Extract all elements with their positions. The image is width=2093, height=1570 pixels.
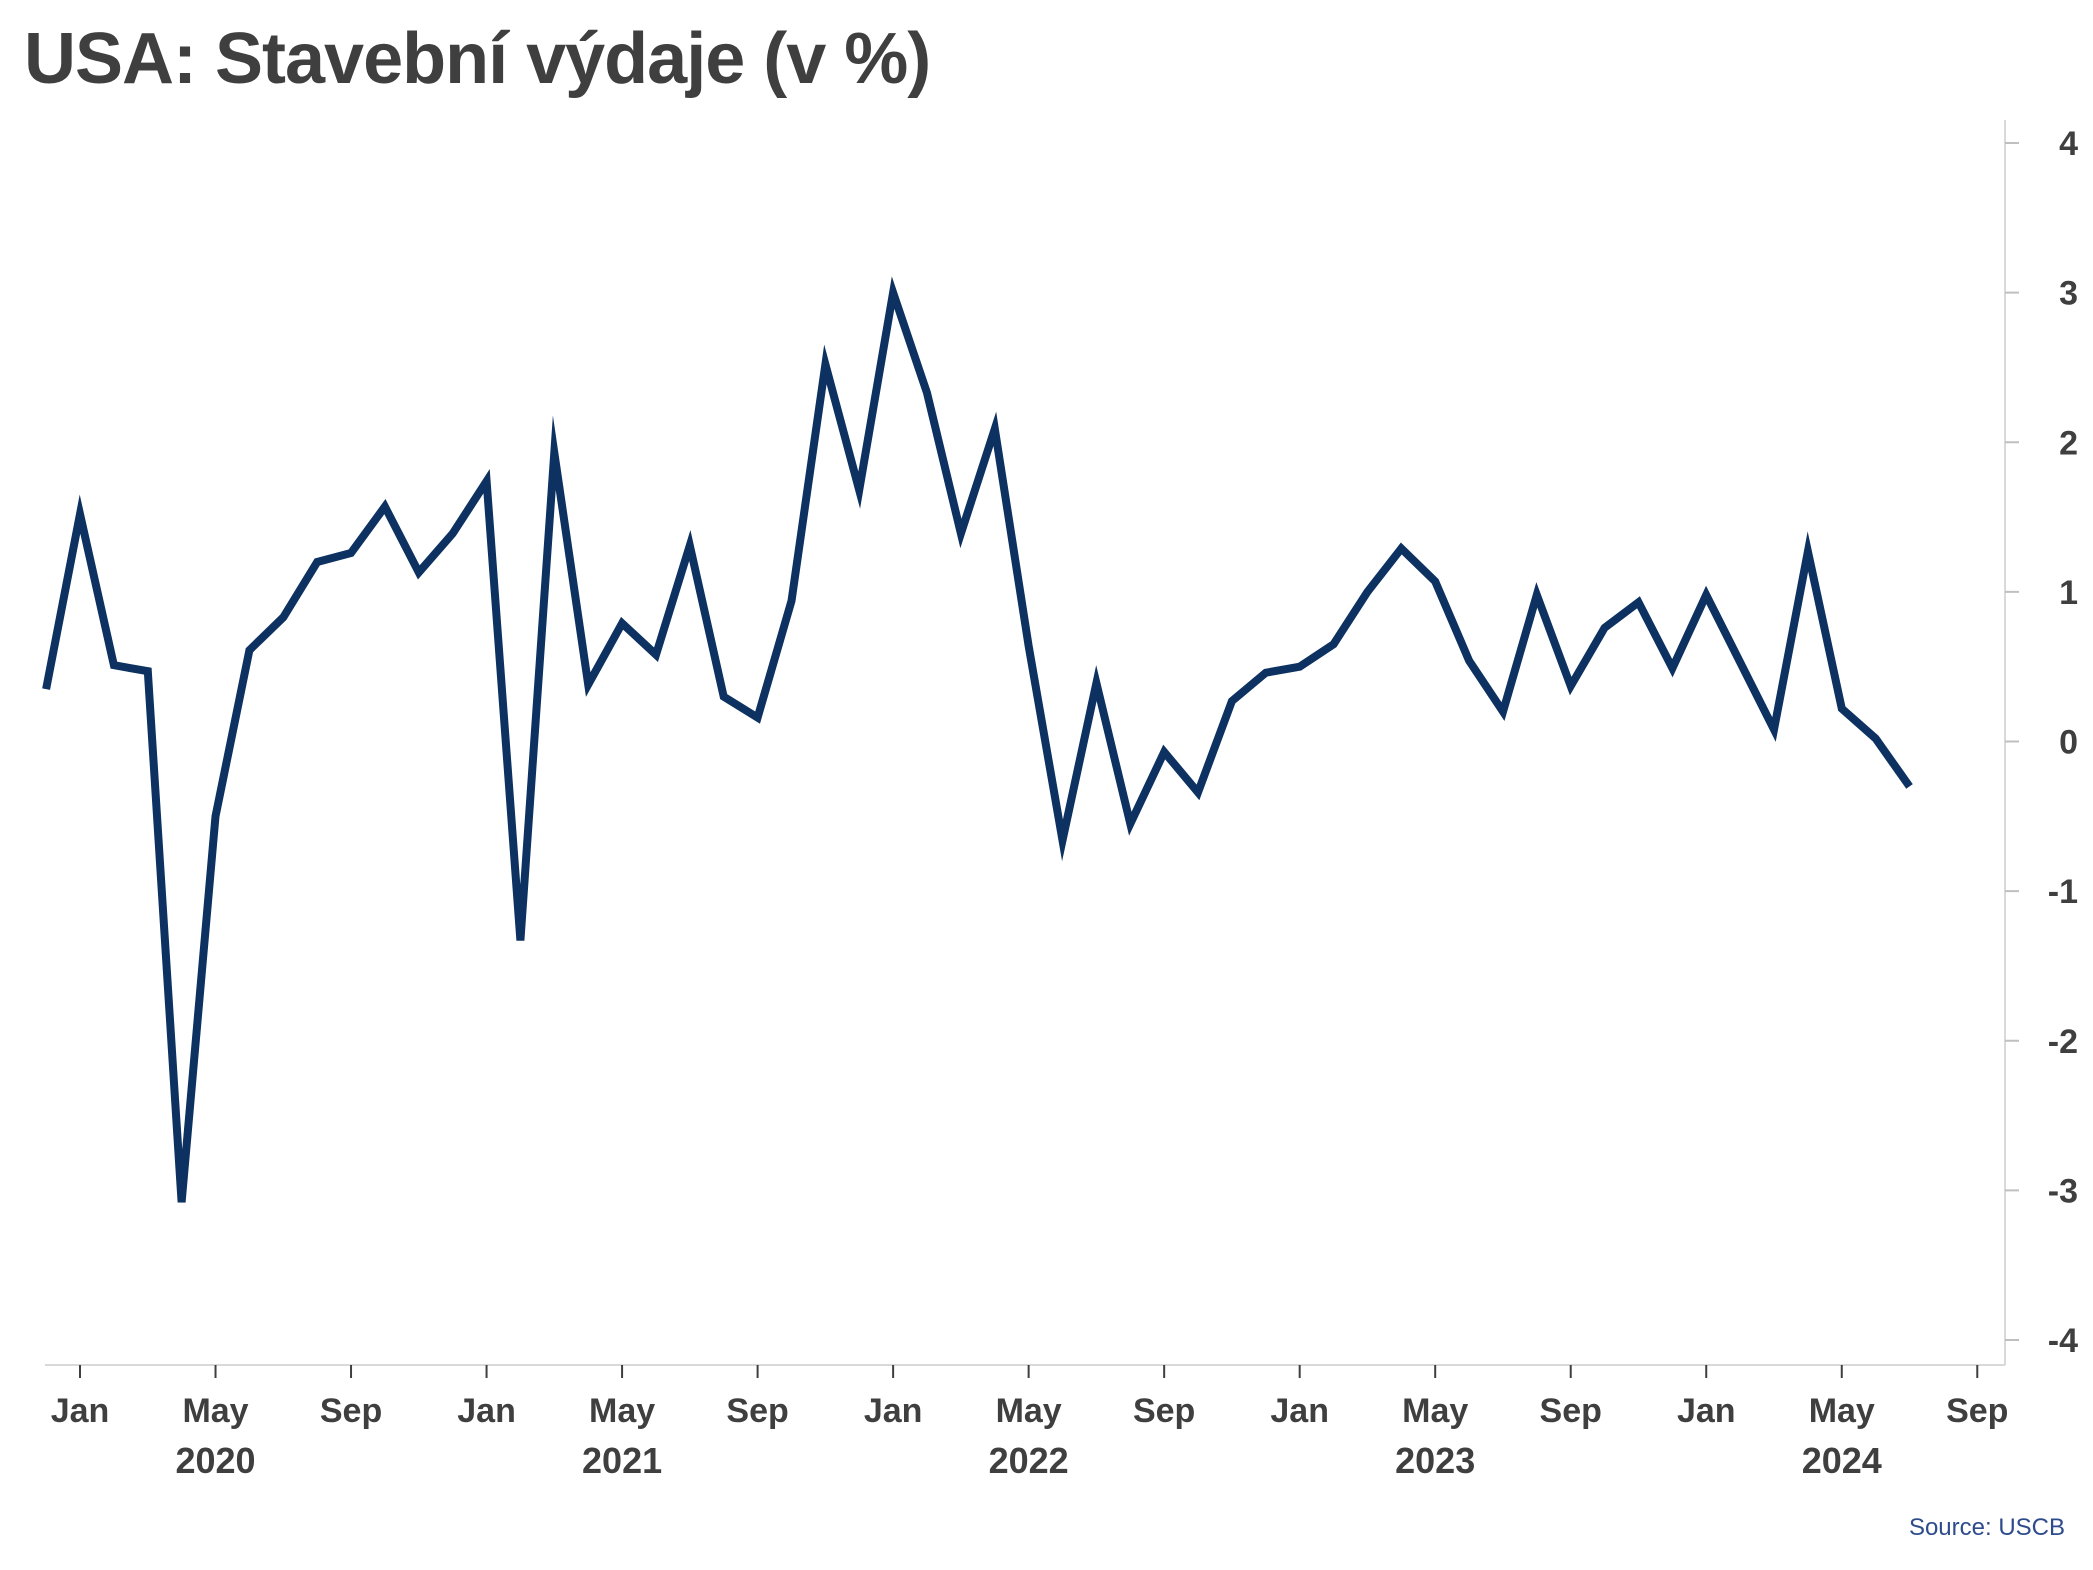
- data-point: [1262, 669, 1270, 677]
- data-point: [313, 558, 321, 566]
- x-tick-label: Jan: [457, 1392, 516, 1430]
- y-tick-label: -4: [2048, 1322, 2078, 1360]
- data-point: [584, 681, 592, 689]
- data-point: [1465, 657, 1473, 665]
- data-point: [1872, 735, 1880, 743]
- x-tick-label: Sep: [320, 1392, 382, 1430]
- data-point: [1601, 624, 1609, 632]
- data-point: [720, 693, 728, 701]
- x-tick-label: Jan: [864, 1392, 923, 1430]
- data-point: [178, 1198, 186, 1206]
- data-point: [1228, 697, 1236, 705]
- chart-title: USA: Stavební výdaje (v %): [24, 19, 931, 99]
- data-point: [1025, 642, 1033, 650]
- data-point: [1363, 588, 1371, 596]
- y-tick-label: 1: [2059, 574, 2078, 612]
- data-point: [516, 937, 524, 945]
- x-year-label: 2024: [1802, 1440, 1882, 1481]
- x-tick-label: May: [1809, 1392, 1875, 1430]
- source-note: Source: USCB: [1908, 1514, 2065, 1541]
- data-point: [1499, 708, 1507, 716]
- data-point: [1330, 640, 1338, 648]
- x-tick-label: Jan: [51, 1392, 110, 1430]
- data-point: [1533, 591, 1541, 599]
- data-point: [991, 425, 999, 433]
- x-tick-label: Sep: [1133, 1392, 1195, 1430]
- data-point: [449, 530, 457, 538]
- y-tick-label: 3: [2059, 275, 2078, 313]
- data-point: [245, 646, 253, 654]
- x-tick-label: Jan: [1677, 1392, 1736, 1430]
- x-year-label: 2023: [1395, 1440, 1475, 1481]
- y-tick-label: -2: [2048, 1023, 2078, 1061]
- series-group: [42, 276, 1914, 1206]
- x-tick-label: May: [1402, 1392, 1468, 1430]
- x-year-label: 2021: [582, 1440, 662, 1481]
- y-tick-label: -1: [2048, 873, 2078, 911]
- data-point: [347, 549, 355, 557]
- x-tick-label: May: [589, 1392, 655, 1430]
- data-point: [279, 613, 287, 621]
- data-point: [1397, 544, 1405, 552]
- x-tick-label: Sep: [1946, 1392, 2008, 1430]
- data-point: [1194, 788, 1202, 796]
- data-point: [957, 530, 965, 538]
- data-point: [110, 661, 118, 669]
- data-point: [1702, 591, 1710, 599]
- data-point: [652, 651, 660, 659]
- x-tick-label: May: [182, 1392, 248, 1430]
- data-point: [144, 667, 152, 675]
- y-tick-label: 2: [2059, 424, 2078, 462]
- data-point: [483, 477, 491, 485]
- x-year-label: 2022: [989, 1440, 1069, 1481]
- series-line: [42, 276, 1913, 1203]
- y-tick-label: 0: [2059, 724, 2078, 762]
- data-point: [686, 541, 694, 549]
- data-point: [1126, 820, 1134, 828]
- data-point: [1160, 748, 1168, 756]
- data-point: [1906, 782, 1914, 790]
- data-point: [1567, 682, 1575, 690]
- x-tick-label: Sep: [726, 1392, 788, 1430]
- data-point: [923, 389, 931, 397]
- x-axis: Jan May Sep Jan May Sep Jan May Sep Jan May Sep Jan M…: [45, 1364, 2008, 1481]
- data-point: [855, 486, 863, 494]
- data-point: [821, 360, 829, 368]
- data-point: [618, 619, 626, 627]
- x-tick-label: Jan: [1270, 1392, 1329, 1430]
- data-point: [1059, 836, 1067, 844]
- data-point: [1770, 726, 1778, 734]
- data-point: [1838, 705, 1846, 713]
- data-point: [1634, 598, 1642, 606]
- data-point: [1736, 658, 1744, 666]
- data-point: [42, 685, 50, 693]
- data-point: [212, 812, 220, 820]
- x-tick-label: May: [996, 1392, 1062, 1430]
- data-point: [76, 510, 84, 518]
- data-point: [889, 289, 897, 297]
- data-point: [381, 503, 389, 511]
- data-point: [1296, 663, 1304, 671]
- x-year-label: 2020: [175, 1440, 255, 1481]
- data-point: [1804, 547, 1812, 555]
- x-tick-label: Sep: [1540, 1392, 1602, 1430]
- data-point: [550, 449, 558, 457]
- data-point: [1668, 664, 1676, 672]
- data-point: [1092, 679, 1100, 687]
- y-tick-label: -3: [2048, 1172, 2078, 1210]
- data-point: [1431, 577, 1439, 585]
- data-point: [754, 714, 762, 722]
- data-point: [787, 597, 795, 605]
- data-point: [415, 568, 423, 576]
- y-tick-label: 4: [2059, 125, 2078, 163]
- y-axis: 4 3 2 1 0 -1 -2 -3 -4: [2004, 120, 2078, 1365]
